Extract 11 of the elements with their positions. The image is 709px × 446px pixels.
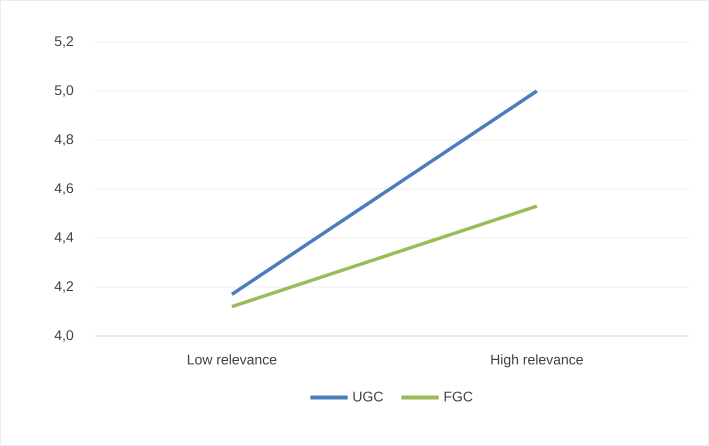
y-tick-label: 4,4 [54, 232, 74, 244]
y-tick-label: 4,8 [54, 134, 74, 146]
legend-label: UGC [353, 392, 383, 402]
x-tick-label: High relevance [491, 354, 583, 368]
y-tick-label: 4,2 [54, 281, 74, 293]
x-tick-label: Low relevance [188, 354, 276, 365]
y-tick-label: 4,0 [54, 330, 74, 342]
y-tick-label: 5,2 [54, 36, 74, 48]
y-tick-label: 5,0 [54, 85, 74, 97]
legend-label: FGC [444, 392, 472, 402]
y-tick-label: 4,6 [54, 183, 74, 195]
